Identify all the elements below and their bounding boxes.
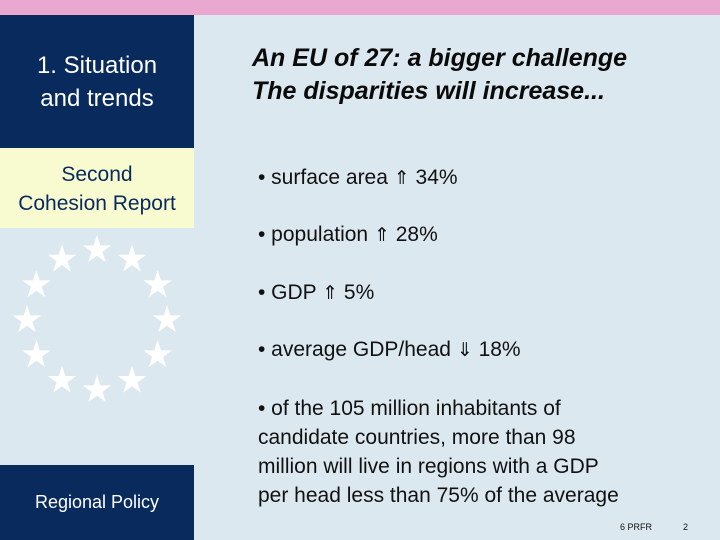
bullet-text: • GDP <box>258 281 323 304</box>
bullet-value: 28% <box>389 223 438 246</box>
bullet-candidate-countries: • of the 105 million inhabitants of cand… <box>258 394 698 510</box>
regional-policy-label: Regional Policy <box>34 492 160 512</box>
regional-policy-footer: Regional Policy <box>0 465 194 540</box>
star-icon <box>117 365 147 393</box>
down-arrow-icon: ⇓ <box>456 339 473 361</box>
up-arrow-icon: ⇑ <box>322 282 339 304</box>
section-title-box: 1. Situation and trends <box>0 15 194 148</box>
star-icon <box>117 244 147 272</box>
bullet-gdp: • GDP ⇑ 5% <box>258 281 374 305</box>
star-icon <box>152 305 182 333</box>
star-icon <box>22 270 51 298</box>
bullet-surface-area: • surface area ⇑ 34% <box>258 166 458 190</box>
star-icon <box>82 235 112 263</box>
star-icon <box>22 340 51 368</box>
bullet-value: 34% <box>409 166 458 189</box>
up-arrow-icon: ⇑ <box>373 224 390 246</box>
slide-title-line2: The disparities will increase... <box>252 77 605 105</box>
bullet-text: • average GDP/head <box>258 338 457 361</box>
bullet-text: • surface area <box>258 166 394 189</box>
star-icon <box>82 375 112 403</box>
up-arrow-icon: ⇑ <box>393 167 410 189</box>
star-icon <box>143 340 172 368</box>
bullet-line: per head less than 75% of the average <box>258 484 619 507</box>
bullet-value: 18% <box>472 338 521 361</box>
bullet-text: • population <box>258 223 374 246</box>
report-name-line2: Cohesion Report <box>18 192 176 215</box>
eu-stars-emblem <box>12 235 182 403</box>
footer-code: 6 PRFR <box>620 522 653 532</box>
bullet-average-gdp-head: • average GDP/head ⇓ 18% <box>258 338 521 362</box>
bullet-line: candidate countries, more than 98 <box>258 426 576 449</box>
bullet-line: • of the 105 million inhabitants of <box>258 397 561 420</box>
slide-title: An EU of 27: a bigger challenge The disp… <box>252 42 702 108</box>
section-title-line1: 1. Situation <box>36 52 158 79</box>
bullet-value: 5% <box>338 281 375 304</box>
bullet-line: million will live in regions with a GDP <box>258 455 599 478</box>
section-title-line2: and trends <box>40 85 154 112</box>
star-icon <box>143 270 172 298</box>
slide-title-line1: An EU of 27: a bigger challenge <box>252 44 628 72</box>
star-icon <box>47 365 77 393</box>
star-icon <box>12 305 42 333</box>
star-icon <box>47 244 77 272</box>
report-name-box: Second Cohesion Report <box>0 148 194 228</box>
bullet-population: • population ⇑ 28% <box>258 223 438 247</box>
eu-stars-circle-icon <box>0 228 194 408</box>
page-number: 2 <box>683 522 689 532</box>
top-stripe <box>0 0 720 15</box>
report-name-line1: Second <box>61 163 133 186</box>
